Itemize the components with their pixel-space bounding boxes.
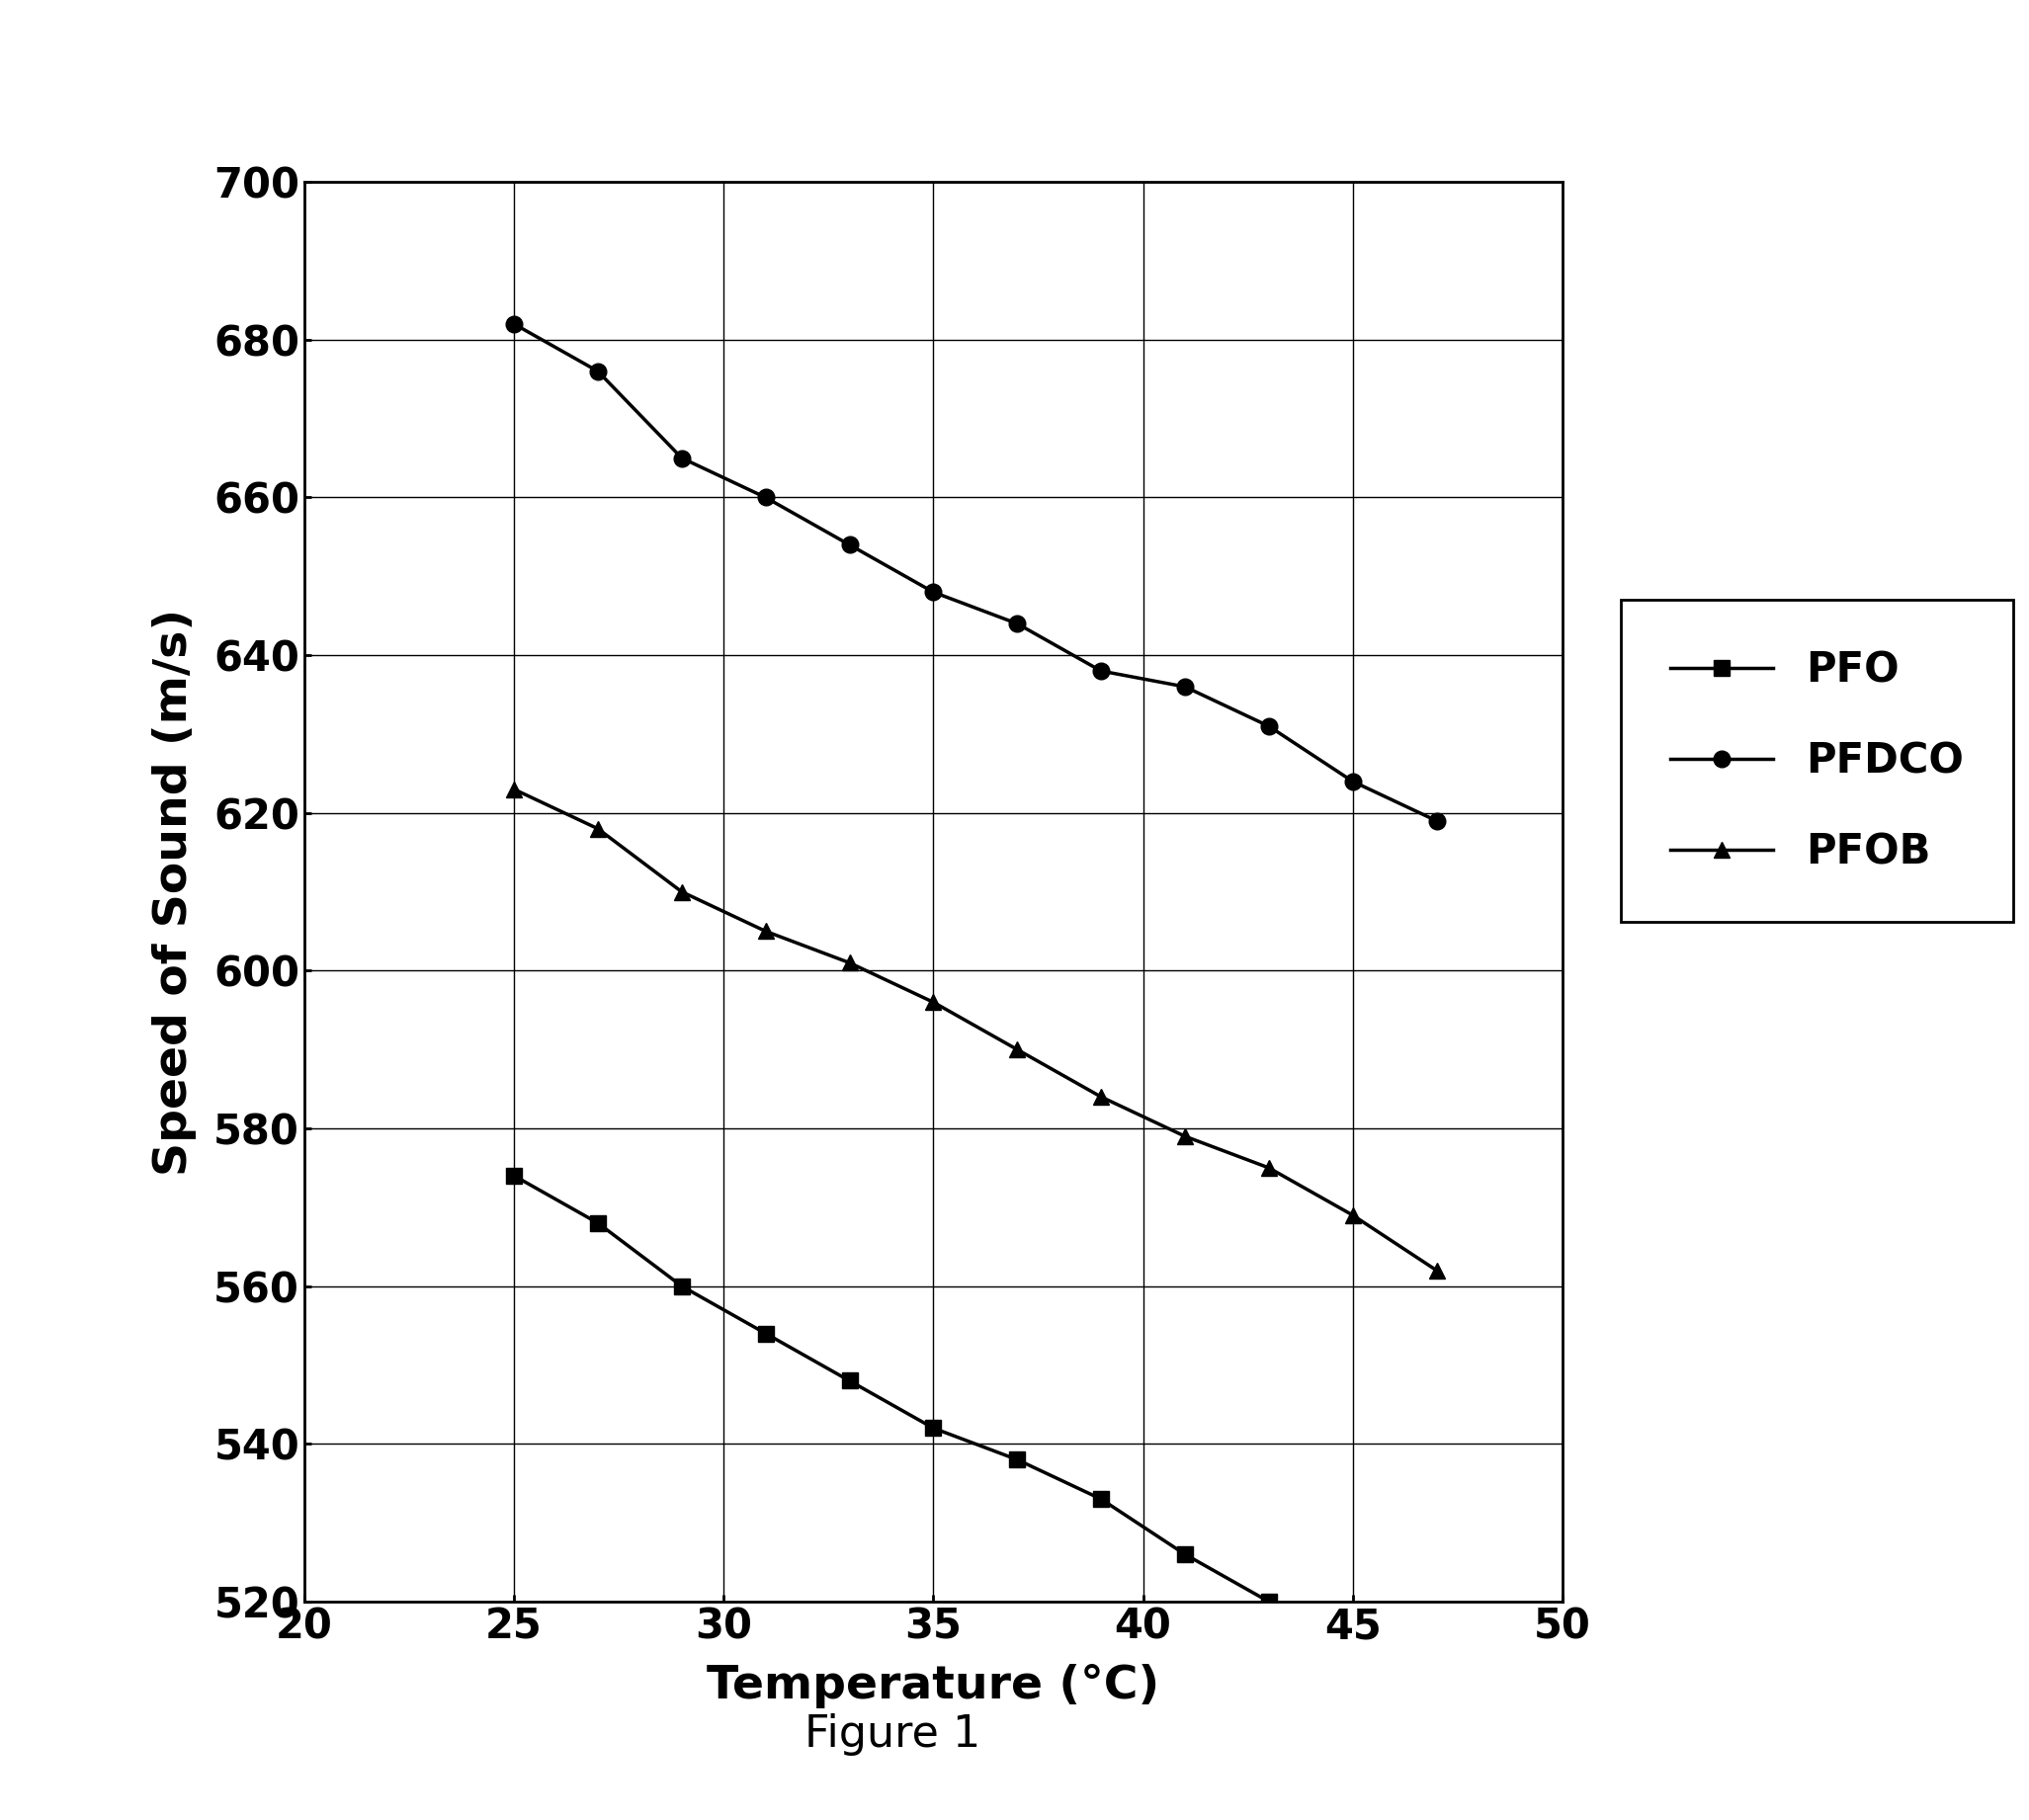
Text: Figure 1: Figure 1 — [806, 1714, 980, 1756]
Y-axis label: Speed of Sound (m/s): Speed of Sound (m/s) — [152, 608, 197, 1176]
Legend: PFO, PFDCO, PFOB: PFO, PFDCO, PFOB — [1621, 601, 2013, 923]
X-axis label: Temperature (°C): Temperature (°C) — [706, 1663, 1161, 1709]
